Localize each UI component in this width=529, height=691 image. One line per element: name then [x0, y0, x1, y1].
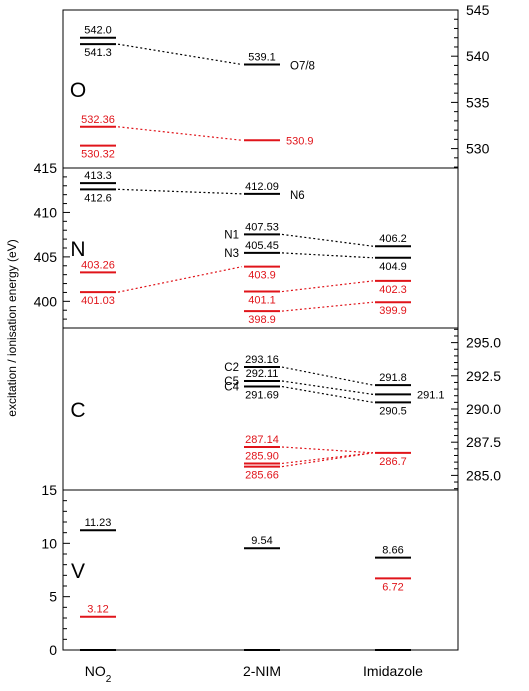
tick-label: 410 [34, 204, 58, 220]
level-value-label: 291.1 [417, 389, 445, 401]
connector-n-no2-4126 [117, 188, 243, 195]
level-value-label: 291.69 [245, 390, 279, 402]
connector-c-nim-29316 [281, 366, 374, 386]
site-label: C4 [224, 382, 239, 394]
level-value-label: 530.32 [81, 149, 115, 161]
site-label: C2 [224, 362, 239, 374]
tick-label: 400 [34, 293, 58, 309]
connector-c-nim-28714 [281, 446, 374, 454]
connector-c-nim-28566 [281, 452, 374, 468]
level-value-label: 287.14 [245, 434, 279, 446]
panel-label-O: O [70, 79, 86, 102]
level-value-label: 292.11 [246, 368, 279, 380]
level-value-label: 290.5 [379, 405, 407, 417]
level-value-label: 8.66 [382, 545, 403, 557]
labels-layer: O 542.0 541.3 539.1 O7/8 532.36 530.9 530.32 N 41… [70, 25, 445, 616]
panel-label-V: V [71, 560, 85, 583]
level-value-label: 401.1 [248, 295, 276, 307]
connectors-layer [117, 43, 374, 468]
site-label: N6 [290, 190, 305, 202]
tick-label: 535 [466, 94, 490, 110]
level-value-label: 3.12 [87, 604, 108, 616]
tick-label: 15 [41, 482, 57, 498]
panel-label-N: N [70, 238, 85, 261]
level-value-label: 291.8 [379, 372, 407, 384]
level-value-label: 404.9 [379, 261, 407, 273]
level-value-label: 413.3 [84, 170, 112, 182]
y-axis-label: excitation / ionisation energy (eV) [5, 239, 19, 416]
connector-o-no2-5413 [117, 43, 243, 66]
level-value-label: 406.2 [379, 233, 407, 245]
axis-ticks-layer: 530 535 540 545 400 405 410 415 285.0 287.5 290.0 2… [34, 2, 502, 658]
level-value-label: 403.26 [81, 259, 115, 271]
level-value-label: 285.66 [245, 470, 279, 482]
level-value-label: 542.0 [84, 25, 112, 37]
tick-label: 5 [49, 589, 57, 605]
level-value-label: 530.9 [286, 135, 314, 147]
tick-label: 530 [466, 141, 490, 157]
level-value-label: 6.72 [382, 581, 403, 593]
level-value-label: 285.90 [245, 450, 279, 462]
panel-label-C: C [70, 399, 85, 422]
level-value-label: 399.9 [379, 305, 407, 317]
level-value-label: 412.6 [84, 192, 112, 204]
site-label: C5 [224, 376, 239, 388]
connector-n-nim-3989 [281, 301, 374, 312]
tick-label: 0 [49, 642, 57, 658]
tick-label: 415 [34, 160, 58, 176]
connector-c-nim-29169 [281, 385, 374, 403]
level-value-label: 539.1 [248, 52, 276, 64]
category-label: 2-NIM [243, 663, 281, 679]
tick-label: 290.0 [466, 401, 501, 417]
category-label: Imidazole [363, 663, 423, 679]
level-value-label: 407.53 [245, 221, 279, 233]
site-label: N3 [224, 248, 239, 260]
category-labels-layer: NO2 2-NIM Imidazole [85, 663, 423, 685]
tick-label: 295.0 [466, 335, 501, 351]
level-value-label: 402.3 [379, 284, 407, 296]
connector-n-nim-40753 [281, 233, 374, 247]
connector-c-nim-29211 [281, 380, 374, 395]
connector-n-nim-4011 [281, 280, 374, 293]
tick-label: 285.0 [466, 467, 501, 483]
level-value-label: 405.45 [245, 240, 279, 252]
level-value-label: 532.36 [81, 114, 115, 126]
tick-label: 10 [41, 535, 57, 551]
connector-n-nim-40545 [281, 252, 374, 259]
site-label: O7/8 [290, 61, 315, 73]
tick-label: 405 [34, 249, 58, 265]
level-value-label: 401.03 [81, 295, 115, 307]
site-label: N1 [224, 229, 239, 241]
connector-n-no2-40103 [117, 266, 243, 293]
levels-layer [80, 36, 411, 651]
category-label: NO2 [85, 663, 112, 685]
level-value-label: 11.23 [85, 517, 112, 529]
level-value-label: 286.7 [379, 456, 407, 468]
level-value-label: 541.3 [84, 47, 112, 59]
connector-c-nim-2859 [281, 452, 374, 465]
connector-o-no2-53236 [117, 126, 243, 141]
tick-label: 287.5 [466, 434, 501, 450]
tick-label: 545 [466, 2, 490, 18]
level-value-label: 9.54 [251, 535, 272, 547]
tick-label: 540 [466, 48, 490, 64]
tick-label: 292.5 [466, 368, 501, 384]
level-value-label: 398.9 [248, 314, 276, 326]
level-value-label: 412.09 [245, 181, 279, 193]
level-value-label: 293.16 [245, 354, 279, 366]
level-value-label: 403.9 [248, 270, 276, 282]
